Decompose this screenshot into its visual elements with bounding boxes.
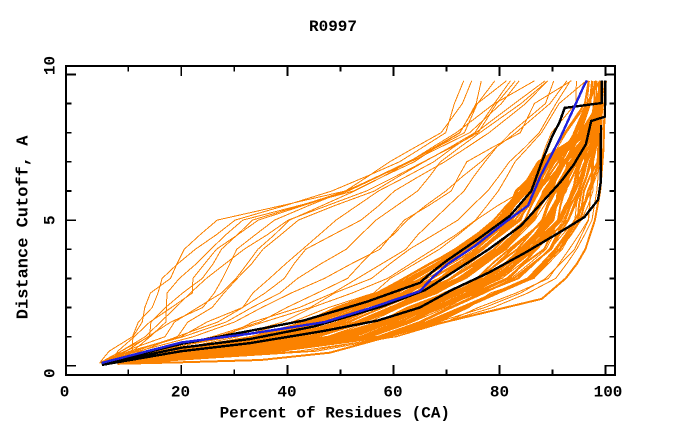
svg-text:10: 10 [42, 56, 60, 75]
svg-text:80: 80 [490, 383, 509, 401]
svg-text:60: 60 [383, 383, 402, 401]
svg-text:20: 20 [171, 383, 190, 401]
svg-text:5: 5 [42, 215, 60, 225]
svg-text:0: 0 [60, 383, 70, 401]
svg-text:Percent of Residues (CA): Percent of Residues (CA) [220, 405, 450, 423]
svg-text:0: 0 [42, 368, 60, 378]
svg-text:Distance Cutoff, A: Distance Cutoff, A [15, 135, 34, 319]
svg-text:R0997: R0997 [309, 18, 357, 36]
svg-text:40: 40 [277, 383, 296, 401]
svg-text:100: 100 [594, 383, 623, 401]
